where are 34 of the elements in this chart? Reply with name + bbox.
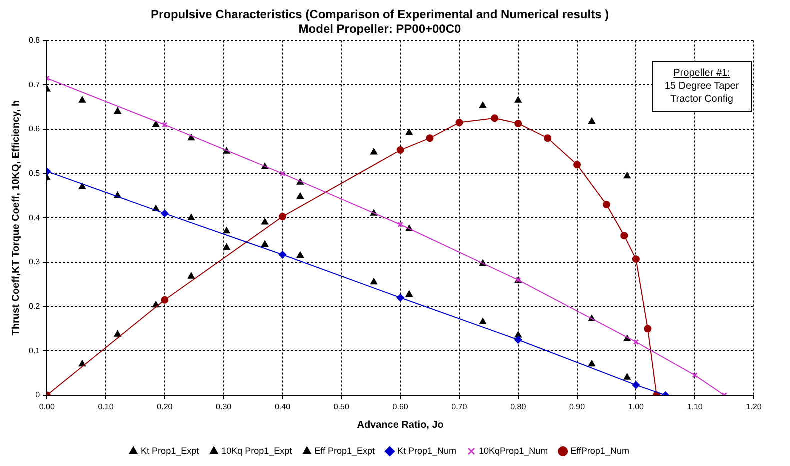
x-tick-label: 1.10 [687,402,704,412]
y-tick-label: 0.6 [28,124,41,134]
legend-label: Eff Prop1_Expt [314,446,376,456]
x-tick-label: 0.80 [510,402,527,412]
x-tick-label: 0.90 [569,402,586,412]
x-tick-label: 1.00 [628,402,645,412]
x-tick-label: 0.00 [39,402,56,412]
legend-label: 10KqProp1_Num [479,446,548,456]
x-tick-label: 0.20 [157,402,174,412]
chart-title: Propulsive Characteristics (Comparison of Experimental and Numerical results ) [150,8,610,22]
y-tick-label: 0.7 [28,80,41,90]
x-tick-label: 0.70 [452,402,468,412]
y-axis-title: Thrust Coeff,KT Torque Coeff, 10KQ, Efficiency, h [10,100,22,336]
x-tick-label: 0.10 [98,402,114,412]
y-tick-label: 0.1 [28,346,41,356]
legend-label: EffProp1_Num [570,446,630,456]
y-tick-label: 0.4 [28,213,41,222]
x-tick-label: 0.30 [216,402,232,412]
legend-label: Kt Prop1_Expt [141,446,200,456]
y-tick-label: 0.3 [28,258,41,267]
x-tick-label: 0.50 [334,402,350,412]
y-tick-label: 0.5 [28,168,41,178]
x-tick-label: 0.60 [392,402,409,412]
x-tick-label: 0.40 [274,402,292,412]
annotation: Propeller #1: [672,67,732,80]
y-tick-label: 0.8 [28,36,41,46]
x-tick-label: 1.20 [746,402,762,412]
annotation: 15 Degree Taper Tractor Config [664,80,740,106]
y-tick-label: 0 [36,390,41,400]
y-tick-label: 0.2 [28,302,41,311]
chart-subtitle: Model Propeller: PP00+00C0 [298,22,462,36]
legend-label: Kt Prop1_Num [398,446,457,456]
x-axis-title: Advance Ratio, Jo [357,420,444,431]
legend-label: 10Kq Prop1_Expt [222,446,293,456]
